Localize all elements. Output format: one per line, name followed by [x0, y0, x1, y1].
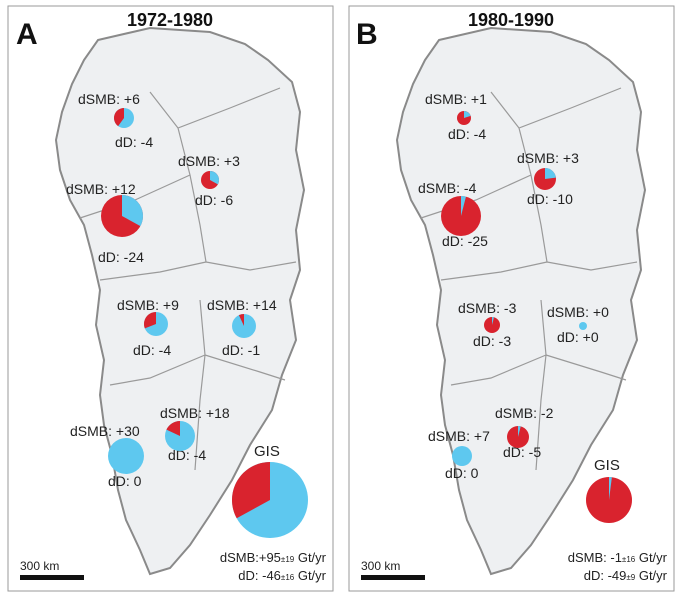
panel-a-basin-w-pie	[101, 195, 143, 237]
panel-a-scale-label: 300 km	[20, 559, 59, 573]
panel-a-total-dd: dD: -46±16 Gt/yr	[238, 568, 326, 583]
panel-b-scale-label: 300 km	[361, 559, 400, 573]
panel-a-basin-ne-pie	[232, 314, 256, 338]
panel-a-basin-nw-smb: dSMB: +6	[78, 91, 140, 107]
panel-b-basin-se-pie	[507, 426, 529, 448]
panel-a-basin-se-dd: dD: -4	[168, 447, 206, 463]
panel-a-title: 1972-1980	[127, 10, 213, 30]
panel-b-basin-sw-pie	[452, 446, 472, 466]
panel-a-basin-cw-pie-discharge-slice	[144, 312, 156, 329]
panel-b-title: 1980-1990	[468, 10, 554, 30]
panel-a-basin-sw-pie-smb-slice	[108, 438, 144, 474]
panel-b-basin-se-smb: dSMB: -2	[495, 405, 554, 421]
panel-a-basin-w-smb: dSMB: +12	[66, 181, 136, 197]
panel-b-gis-pie-smb-slice	[609, 476, 612, 500]
panel-b-gis-pie	[586, 476, 632, 523]
panel-a-gis-label: GIS	[254, 443, 280, 460]
panel-a-scale-bar	[20, 575, 84, 580]
panel-b-basin-sw-dd: dD: 0	[445, 465, 479, 481]
panel-b-basin-se-dd: dD: -5	[503, 444, 541, 460]
panel-a: A 1972-1980 dSMB: +6 dD: -4 dSMB: +3 dD:…	[7, 5, 334, 592]
panel-b-basin-nw-smb: dSMB: +1	[425, 91, 487, 107]
panel-b-scale-bar	[361, 575, 425, 580]
panel-b: B 1980-1990 dSMB: +1 dD: -4 dSMB: +3 dD:…	[348, 5, 675, 592]
panel-b-basin-cw-pie	[484, 317, 500, 333]
panel-a-basin-sw-pie	[108, 438, 144, 474]
panel-b-basin-w-pie	[441, 196, 481, 236]
panel-b-basin-nw-dd: dD: -4	[448, 126, 486, 142]
panel-a-greenland-outline	[54, 26, 306, 576]
panel-b-basin-ne-dd: dD: +0	[557, 329, 599, 345]
panel-a-basin-w-pie-smb-slice	[122, 195, 143, 227]
panel-b-basin-n-pie	[534, 168, 556, 190]
panel-b-basin-nw-pie	[457, 111, 471, 125]
panel-a-gis-pie	[232, 462, 308, 538]
panel-a-basin-n-pie-smb-slice	[210, 171, 220, 185]
panel-a-basin-sw-smb: dSMB: +30	[70, 423, 140, 439]
panel-b-basin-w-pie-smb-slice	[461, 196, 466, 216]
panel-b-basin-cw-pie-smb-slice	[492, 317, 494, 325]
panel-a-gis-pie-discharge-slice	[232, 462, 270, 519]
panel-b-basin-cw-dd: dD: -3	[473, 333, 511, 349]
panel-a-total-smb: dSMB:+95±19 Gt/yr	[220, 550, 327, 565]
panel-b-basin-n-pie-smb-slice	[545, 168, 556, 179]
panel-a-basin-se-pie-discharge-slice	[166, 421, 180, 436]
panel-a-basin-cw-smb: dSMB: +9	[117, 297, 179, 313]
panel-b-basin-ne-pie	[579, 322, 587, 330]
panel-b-gis-label: GIS	[594, 457, 620, 474]
panel-b-basin-ne-pie-smb-slice	[579, 322, 587, 330]
panel-a-basin-nw-dd: dD: -4	[115, 134, 153, 150]
panel-b-letter: B	[356, 18, 378, 51]
panel-b-basin-nw-pie-smb-slice	[464, 111, 471, 118]
panel-b-basin-n-dd: dD: -10	[527, 191, 573, 207]
panel-a-basin-ne-dd: dD: -1	[222, 342, 260, 358]
panel-b-greenland-outline	[395, 26, 647, 576]
panel-a-basin-n-smb: dSMB: +3	[178, 153, 240, 169]
panel-b-drainage-divides	[420, 87, 638, 471]
panel-a-basin-nw-pie-discharge-slice	[114, 108, 124, 127]
panel-b-basin-cw-smb: dSMB: -3	[458, 300, 517, 316]
panel-b-basin-se-pie-smb-slice	[518, 426, 521, 437]
panel-b-basin-w-dd: dD: -25	[442, 233, 488, 249]
panel-a-basin-ne-smb: dSMB: +14	[207, 297, 277, 313]
panel-a-letter: A	[16, 18, 38, 51]
panel-a-basin-w-dd: dD: -24	[98, 249, 144, 265]
panel-b-basin-ne-smb: dSMB: +0	[547, 304, 609, 320]
panel-a-basin-n-pie	[201, 171, 220, 189]
panel-b-basin-sw-pie-smb-slice	[452, 446, 472, 466]
panel-a-basin-cw-pie	[144, 312, 168, 336]
panel-b-basin-sw-smb: dSMB: +7	[428, 428, 490, 444]
panel-b-total-dd: dD: -49±9 Gt/yr	[584, 568, 668, 583]
panel-b-basin-n-smb: dSMB: +3	[517, 150, 579, 166]
panel-a-basin-se-pie	[165, 421, 195, 451]
panel-a-basin-nw-pie	[114, 108, 134, 128]
panel-a-basin-sw-dd: dD: 0	[108, 473, 142, 489]
panel-a-basin-se-smb: dSMB: +18	[160, 405, 230, 421]
panel-a-basin-n-dd: dD: -6	[195, 192, 233, 208]
panel-a-basin-ne-pie-discharge-slice	[238, 314, 244, 326]
panel-b-total-smb: dSMB: -1±16 Gt/yr	[568, 550, 668, 565]
panel-b-basin-w-smb: dSMB: -4	[418, 180, 477, 196]
panel-a-basin-cw-dd: dD: -4	[133, 342, 171, 358]
